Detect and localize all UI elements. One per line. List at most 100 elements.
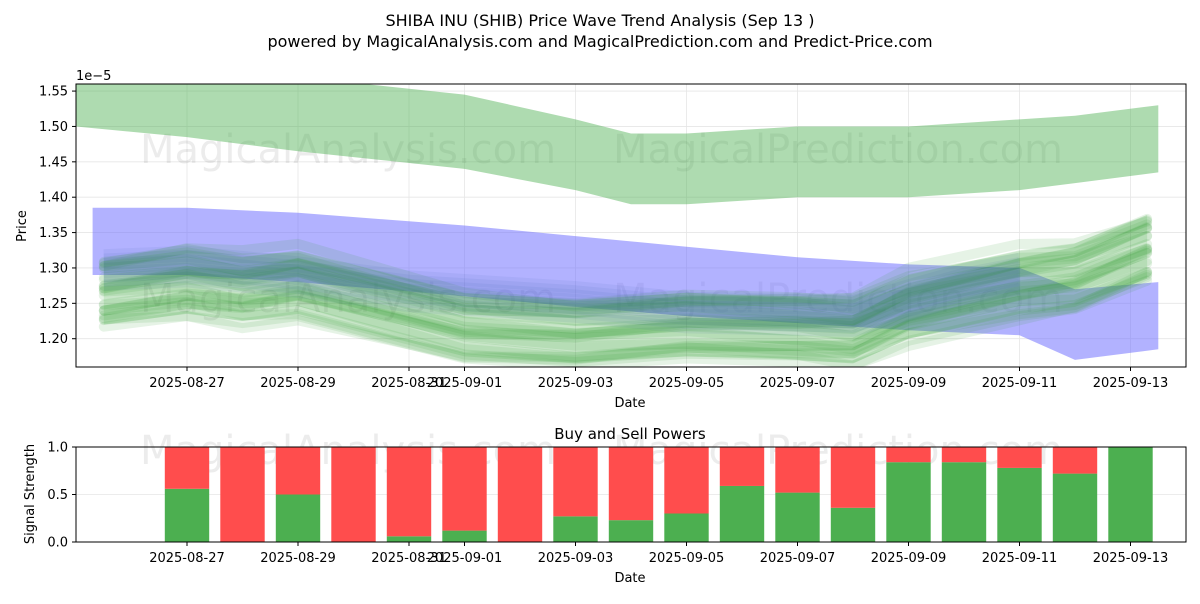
sell-bar <box>497 447 543 542</box>
price-plot-area <box>76 84 1159 367</box>
sell-bar <box>941 447 987 463</box>
prediction-line <box>98 266 1153 362</box>
price-x-tick-label: 2025-08-29 <box>260 376 336 391</box>
wave-line <box>103 254 1021 316</box>
watermark-right: MagicalPrediction.com <box>613 127 1063 173</box>
price-x-tick-label: 2025-08-31 <box>371 376 447 391</box>
wave-line <box>103 258 1021 320</box>
power-x-tick-label: 2025-09-13 <box>1093 551 1169 566</box>
buy-bar <box>164 488 210 542</box>
buy-bar <box>608 520 654 542</box>
price-plot-frame <box>75 83 1187 368</box>
power-x-tick-label: 2025-09-11 <box>982 551 1058 566</box>
wave-line <box>103 249 1021 312</box>
price-x-axis-label: Date <box>614 396 645 411</box>
sell-bar <box>553 447 598 517</box>
prediction-line <box>98 222 1153 318</box>
prediction-line <box>98 213 1153 309</box>
prediction-line <box>98 256 1153 359</box>
prediction-line <box>98 243 1153 341</box>
buy-bar <box>886 462 931 542</box>
middle-trend-band <box>92 207 1159 360</box>
prediction-line <box>98 247 1153 343</box>
chart-title: SHIBA INU (SHIB) Price Wave Trend Analys… <box>385 11 814 30</box>
prediction-line <box>98 243 1153 339</box>
sell-bar <box>830 447 876 508</box>
power-x-tick-label: 2025-09-01 <box>427 551 503 566</box>
price-y-tick-label: 1.45 <box>39 155 68 170</box>
prediction-line <box>98 266 1153 367</box>
price-y-axis-label: Price <box>15 210 30 242</box>
prediction-line <box>98 239 1153 334</box>
sell-bar <box>997 447 1042 468</box>
price-x-tick-label: 2025-09-13 <box>1093 376 1169 391</box>
sell-bar <box>331 447 376 542</box>
wave-line <box>103 266 1021 329</box>
price-x-tick-label: 2025-09-11 <box>982 376 1058 391</box>
power-x-tick-label: 2025-08-31 <box>371 551 447 566</box>
power-y-tick-label: 0.5 <box>47 488 68 503</box>
sell-bar <box>719 447 765 486</box>
lower-trend-band <box>103 214 1148 364</box>
chart-subtitle: powered by MagicalAnalysis.com and Magic… <box>267 32 932 51</box>
prediction-line <box>98 269 1153 365</box>
prediction-line <box>98 223 1153 326</box>
price-y-axis: 1.20 1.25 1.30 1.35 1.40 1.45 1.50 1.55 <box>39 85 76 347</box>
sell-bar <box>275 447 321 495</box>
sell-bar <box>164 447 210 489</box>
power-y-axis: 0.0 0.5 1.0 <box>47 441 76 551</box>
power-chart: Buy and Sell Powers MagicalAnalysis.com … <box>23 425 1187 586</box>
power-y-tick-label: 0.0 <box>47 536 68 551</box>
wave-line <box>103 271 1021 333</box>
power-x-tick-label: 2025-09-03 <box>538 551 614 566</box>
price-chart: MagicalAnalysis.com MagicalPrediction.co… <box>15 69 1187 411</box>
sell-bar <box>608 447 654 521</box>
price-x-axis: 2025-08-27 2025-08-29 2025-08-312025-09-01… <box>149 367 1168 391</box>
power-bars <box>164 447 1153 542</box>
price-y-tick-label: 1.35 <box>39 226 68 241</box>
watermark-left: MagicalAnalysis.com <box>140 127 556 173</box>
price-y-scale-label: 1e−5 <box>76 69 111 84</box>
price-y-tick-label: 1.25 <box>39 297 68 312</box>
power-x-axis-label: Date <box>614 571 645 586</box>
power-x-tick-label: 2025-08-29 <box>260 551 336 566</box>
prediction-line <box>98 245 1153 355</box>
buy-bar <box>1052 473 1098 542</box>
buy-bar <box>941 462 987 542</box>
sell-bar <box>220 447 265 542</box>
buy-bar <box>386 536 432 542</box>
prediction-line <box>98 216 1153 312</box>
price-x-tick-label: 2025-09-07 <box>760 376 836 391</box>
prediction-line <box>98 258 1153 354</box>
sell-bar <box>442 447 487 531</box>
wave-line <box>103 245 1021 308</box>
price-x-tick-label: 2025-09-03 <box>538 376 614 391</box>
price-y-tick-label: 1.40 <box>39 191 68 206</box>
price-x-tick-label: 2025-09-09 <box>871 376 947 391</box>
buy-bar <box>553 516 598 542</box>
price-x-tick-label: 2025-09-05 <box>649 376 725 391</box>
power-x-axis: 2025-08-27 2025-08-29 2025-08-312025-09-01… <box>149 542 1168 566</box>
power-y-axis-label: Signal Strength <box>23 444 38 544</box>
power-x-tick-label: 2025-09-07 <box>760 551 836 566</box>
price-y-tick-label: 1.50 <box>39 120 68 135</box>
prediction-line <box>98 244 1153 342</box>
prediction-line <box>98 272 1153 367</box>
prediction-line <box>98 230 1153 332</box>
power-chart-title: Buy and Sell Powers <box>554 425 706 443</box>
sell-bar <box>664 447 709 514</box>
upper-trend-band <box>76 84 1159 205</box>
power-y-tick-label: 1.0 <box>47 441 68 456</box>
prediction-line <box>98 248 1153 349</box>
buy-bar <box>275 494 321 542</box>
price-y-tick-label: 1.30 <box>39 261 68 276</box>
prediction-line <box>98 223 1153 319</box>
prediction-line <box>98 268 1153 364</box>
buy-bar <box>775 492 820 542</box>
buy-bar <box>442 530 487 542</box>
power-x-tick-label: 2025-08-27 <box>149 551 225 566</box>
prediction-line <box>98 219 1153 326</box>
wave-line <box>103 262 1021 325</box>
